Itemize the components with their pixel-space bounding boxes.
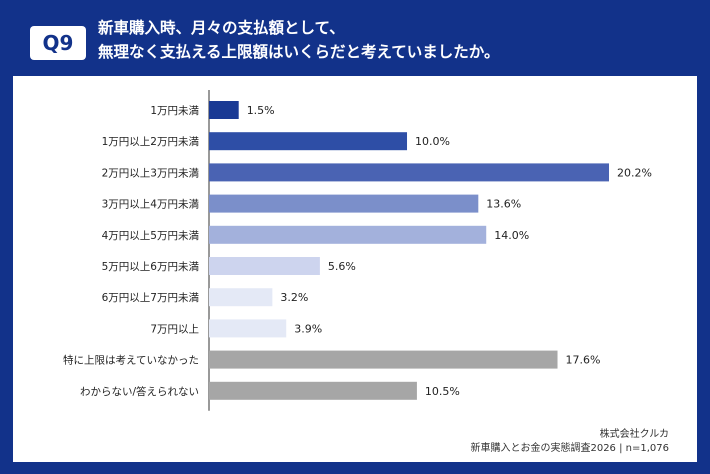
category-label: 1万円未満 xyxy=(150,105,199,117)
bar xyxy=(209,350,558,369)
category-label: 2万円以上3万円未満 xyxy=(102,167,200,179)
value-label: 20.2% xyxy=(617,166,652,179)
value-label: 5.6% xyxy=(328,260,356,273)
bar xyxy=(209,132,408,151)
bar-chart: 1万円未満 1.5% 1万円以上2万円未満 10.0% 2万円以上3万円未満 20.2% 3… xyxy=(63,90,652,411)
value-label: 1.5% xyxy=(247,104,275,117)
source-note: 株式会社クルカ 新車購入とお金の実態調査2026 | n=1,076 xyxy=(470,428,669,456)
category-label: 7万円以上 xyxy=(150,323,199,335)
bar xyxy=(209,319,287,338)
header: Q9 新車購入時、月々の支払額として、 無理なく支払える上限額はいくらだと考えて… xyxy=(0,0,710,76)
value-label: 14.0% xyxy=(494,229,529,242)
bar xyxy=(209,257,320,275)
category-label: 特に上限は考えていなかった xyxy=(63,355,199,367)
source-company: 株式会社クルカ xyxy=(599,429,669,440)
value-label: 3.2% xyxy=(280,291,308,304)
category-label: 3万円以上4万円未満 xyxy=(102,199,200,211)
category-label: 4万円以上5万円未満 xyxy=(102,230,200,242)
bar xyxy=(209,288,273,307)
category-label: 1万円以上2万円未満 xyxy=(102,136,200,148)
category-label: わからない/答えられない xyxy=(80,385,199,398)
category-label: 5万円以上6万円未満 xyxy=(102,261,200,273)
value-label: 17.6% xyxy=(566,354,601,367)
chart-panel: 1万円未満 1.5% 1万円以上2万円未満 10.0% 2万円以上3万円未満 20.2% 3… xyxy=(13,76,697,462)
value-label: 10.5% xyxy=(425,385,460,398)
category-label: 6万円以上7万円未満 xyxy=(102,292,200,304)
source-survey: 新車購入とお金の実態調査2026 | n=1,076 xyxy=(470,443,669,454)
question-badge: Q9 xyxy=(30,26,86,60)
page-title: 新車購入時、月々の支払額として、 無理なく支払える上限額はいくらだと考えていまし… xyxy=(98,16,688,64)
value-label: 13.6% xyxy=(486,198,521,211)
bar xyxy=(209,381,417,400)
bar xyxy=(209,101,239,119)
title-line-1: 新車購入時、月々の支払額として、 xyxy=(98,19,345,37)
value-label: 3.9% xyxy=(294,322,322,335)
title-line-2: 無理なく支払える上限額はいくらだと考えていましたか。 xyxy=(98,43,500,61)
bar xyxy=(209,163,609,182)
bar xyxy=(209,225,487,244)
value-label: 10.0% xyxy=(415,135,450,148)
bar xyxy=(209,194,479,213)
